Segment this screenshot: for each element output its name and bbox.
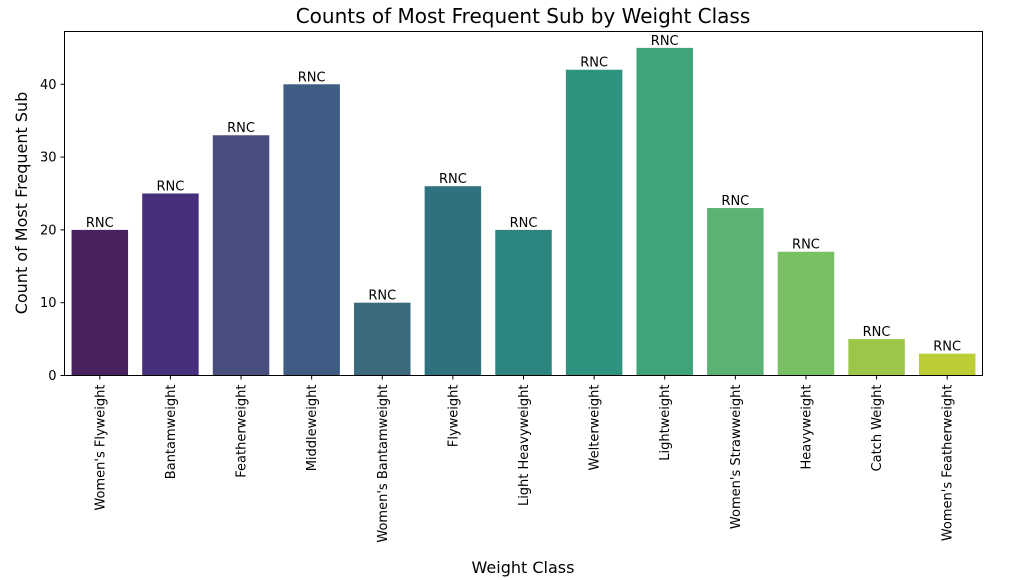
x-tick-label: Lightweight [658,385,673,461]
x-tick-label: Flyweight [446,385,461,448]
bar-value-label: RNC [368,289,396,304]
chart-title: Counts of Most Frequent Sub by Weight Cl… [296,4,751,28]
y-tick-label: 0 [48,369,56,384]
y-tick-label: 10 [40,296,57,311]
bar-3 [283,84,340,376]
x-axis: Women's Flyweight Bantamweight Featherweig… [93,375,956,543]
bar-value-label: RNC [510,216,538,231]
bar-10 [777,251,835,376]
bar-2 [212,135,270,376]
x-tick-label: Featherweight [235,385,250,478]
plot-frame [64,31,983,376]
x-tick-label: Women's Flyweight [93,385,108,511]
bar-value-label: RNC [157,179,185,194]
bar-0 [71,229,129,376]
bars-group [71,47,976,376]
y-tick-label: 40 [40,78,57,93]
bar-value-label: RNC [580,56,608,71]
y-tick-label: 30 [40,151,57,166]
bar-4 [354,302,411,376]
bar-9 [707,208,764,376]
bar-value-label: RNC [863,325,891,340]
x-tick-label: Light Heavyweight [517,385,532,507]
bar-value-label: RNC [721,194,749,209]
x-tick-label: Welterweight [588,385,603,471]
x-tick-label: Catch Weight [870,385,885,472]
bar-value-label: RNC [227,121,255,136]
y-axis-label: Count of Most Frequent Sub [12,92,31,315]
bar-6 [495,229,552,376]
bar-labels-group: RNC RNC RNC RNC RNC RNC RNC RNC RNC RNC RNC RNC RNC [86,34,961,355]
x-tick-label: Middleweight [305,385,320,472]
bar-value-label: RNC [651,34,679,49]
bar-value-label: RNC [86,216,114,231]
y-axis: 0 10 20 30 40 [40,78,65,384]
x-tick-label: Women's Featherweight [941,385,956,542]
bar-8 [636,47,693,376]
x-tick-label: Women's Bantamweight [376,385,391,543]
bar-11 [848,339,905,376]
bar-12 [918,353,976,376]
x-tick-label: Women's Strawweight [729,385,744,530]
x-tick-label: Bantamweight [164,385,179,480]
bar-value-label: RNC [933,340,961,355]
bar-1 [142,193,199,376]
bar-5 [424,186,482,376]
bar-value-label: RNC [792,238,820,253]
y-tick-label: 20 [40,223,57,238]
bar-value-label: RNC [439,172,467,187]
x-axis-label: Weight Class [472,558,575,577]
bar-7 [565,69,623,376]
bar-value-label: RNC [298,70,326,85]
x-tick-label: Heavyweight [799,385,814,470]
